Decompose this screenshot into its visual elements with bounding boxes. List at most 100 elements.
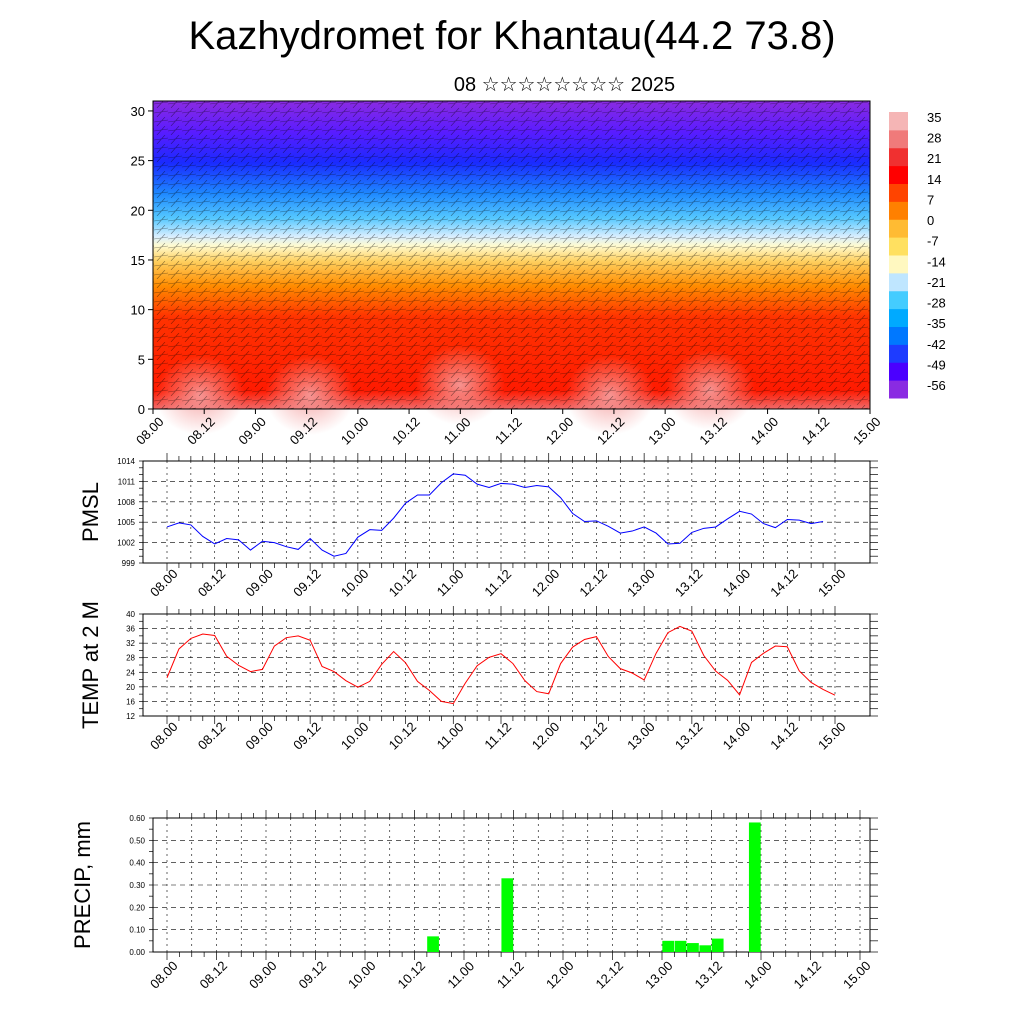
y-tick-label: 999 [122, 559, 136, 568]
precip-bar [711, 938, 724, 952]
xsec-y-tick-label: 15 [131, 253, 145, 268]
y-tick-label: 1014 [117, 457, 135, 466]
x-tick-label: 09.00 [242, 566, 276, 600]
x-tick-label: 12.12 [576, 719, 610, 753]
y-tick-label: 1002 [117, 539, 135, 548]
y-tick-label: 32 [126, 639, 135, 648]
precip-plot: 08.00 08.12 09.00 09.12 10.00 10.12 11.00 11.12… [70, 810, 878, 992]
panel-frame [142, 613, 871, 717]
xsec-x-tick-label: 09.00 [235, 414, 269, 448]
colorbar-label: -28 [927, 296, 946, 311]
x-tick-label: 09.00 [242, 719, 276, 753]
y-axis-title: PMSL [78, 482, 103, 542]
x-tick-label: 13.12 [672, 719, 706, 753]
y-axis-title: PRECIP, mm [70, 821, 95, 949]
colorbar-label: -42 [927, 337, 946, 352]
colorbar-label: -14 [927, 254, 946, 269]
y-tick-label: 28 [126, 654, 135, 663]
x-tick-label: 10.12 [386, 719, 420, 753]
precip-bar [427, 936, 439, 952]
x-tick-label: 10.00 [345, 958, 379, 992]
x-tick-label: 13.00 [624, 566, 658, 600]
colorbar-swatch [889, 362, 908, 381]
precip-bar [699, 945, 712, 952]
x-tick-label: 11.00 [434, 566, 467, 599]
wind-streamlines [153, 101, 870, 409]
colorbar-label: -21 [927, 275, 946, 290]
x-tick-label: 08.00 [147, 719, 181, 753]
colorbar-swatch [889, 326, 908, 345]
x-tick-label: 10.00 [338, 719, 372, 753]
y-tick-label: 0.10 [129, 926, 145, 935]
x-tick-label: 11.12 [481, 566, 514, 599]
colorbar-label: -35 [927, 316, 946, 331]
xsec-x-tick-label: 10.12 [389, 414, 423, 448]
x-tick-label: 13.12 [692, 958, 726, 992]
x-tick-label: 14.12 [767, 719, 801, 753]
y-tick-label: 0.30 [129, 881, 145, 890]
x-tick-label: 08.00 [147, 566, 181, 600]
x-tick-label: 14.12 [791, 958, 825, 992]
colorbar-swatch [889, 165, 908, 184]
colorbar-swatch [889, 183, 908, 202]
colorbar-swatch [889, 308, 908, 327]
x-tick-label: 11.12 [494, 958, 527, 991]
xsec-x-tick-label: 12.00 [543, 414, 577, 448]
colorbar-swatch [889, 272, 908, 292]
x-tick-label: 14.00 [741, 958, 775, 992]
x-tick-label: 15.00 [815, 719, 849, 753]
x-tick-label: 15.00 [815, 566, 849, 600]
colorbar-swatch [889, 147, 908, 167]
page-subtitle: 08 ☆☆☆☆☆☆☆☆ 2025 [0, 72, 1024, 97]
x-tick-label: 08.00 [147, 958, 181, 992]
pmsl-line [166, 473, 824, 557]
x-tick-label: 09.12 [296, 958, 330, 992]
x-tick-label: 10.12 [395, 958, 429, 992]
colorbar-label: 28 [927, 131, 941, 146]
temp-plot: 08.00 08.12 09.00 09.12 10.00 10.12 11.00 11.12… [78, 601, 878, 753]
x-tick-label: 11.12 [481, 719, 514, 752]
precip-bar [687, 943, 699, 952]
x-tick-label: 13.00 [642, 958, 676, 992]
x-tick-label: 13.00 [624, 719, 658, 753]
xsec-y-tick-label: 25 [131, 154, 145, 169]
colorbar-swatch [889, 219, 908, 238]
x-tick-label: 14.12 [767, 566, 801, 600]
x-tick-label: 10.00 [338, 566, 372, 600]
precip-bar [501, 878, 514, 952]
y-tick-label: 36 [126, 625, 135, 634]
x-tick-label: 09.12 [290, 719, 324, 753]
x-tick-label: 10.12 [386, 566, 420, 600]
colorbar-label: -56 [927, 378, 946, 393]
x-tick-label: 09.12 [290, 566, 324, 600]
xsec-y-tick-label: 30 [131, 104, 145, 119]
xsec-x-tick-label: 13.00 [645, 414, 679, 448]
y-tick-label: 1011 [118, 477, 136, 486]
panel-frame [142, 460, 871, 564]
xsec-y-tick-label: 0 [138, 402, 145, 417]
x-tick-label: 12.00 [529, 566, 563, 600]
y-tick-label: 0.50 [129, 836, 145, 845]
colorbar-swatch [889, 380, 908, 399]
x-tick-label: 08.12 [197, 958, 231, 992]
colorbar-label: -7 [927, 234, 939, 249]
y-tick-label: 0.00 [129, 948, 145, 957]
xsec-x-tick-label: 14.12 [799, 414, 833, 448]
cross-section-plot: 08.00 08.12 09.00 09.12 10.00 10.12 11.00 11.12… [131, 100, 884, 448]
x-tick-label: 14.00 [720, 566, 754, 600]
xsec-y-tick-label: 20 [131, 203, 145, 218]
x-tick-label: 15.00 [840, 958, 874, 992]
y-tick-label: 0.60 [129, 814, 145, 823]
y-tick-label: 16 [126, 697, 135, 706]
colorbar-label: 35 [927, 110, 941, 125]
x-tick-label: 12.12 [576, 566, 610, 600]
x-tick-label: 13.12 [672, 566, 706, 600]
colorbar-swatch [889, 112, 908, 131]
colorbar-swatch [889, 129, 908, 149]
x-tick-label: 14.00 [720, 719, 754, 753]
colorbar-swatch [889, 344, 908, 363]
xsec-x-tick-label: 14.00 [748, 414, 782, 448]
pmsl-plot: 08.00 08.12 09.00 09.12 10.00 10.12 11.00 11.12… [78, 453, 878, 600]
colorbar-swatch [889, 237, 908, 256]
